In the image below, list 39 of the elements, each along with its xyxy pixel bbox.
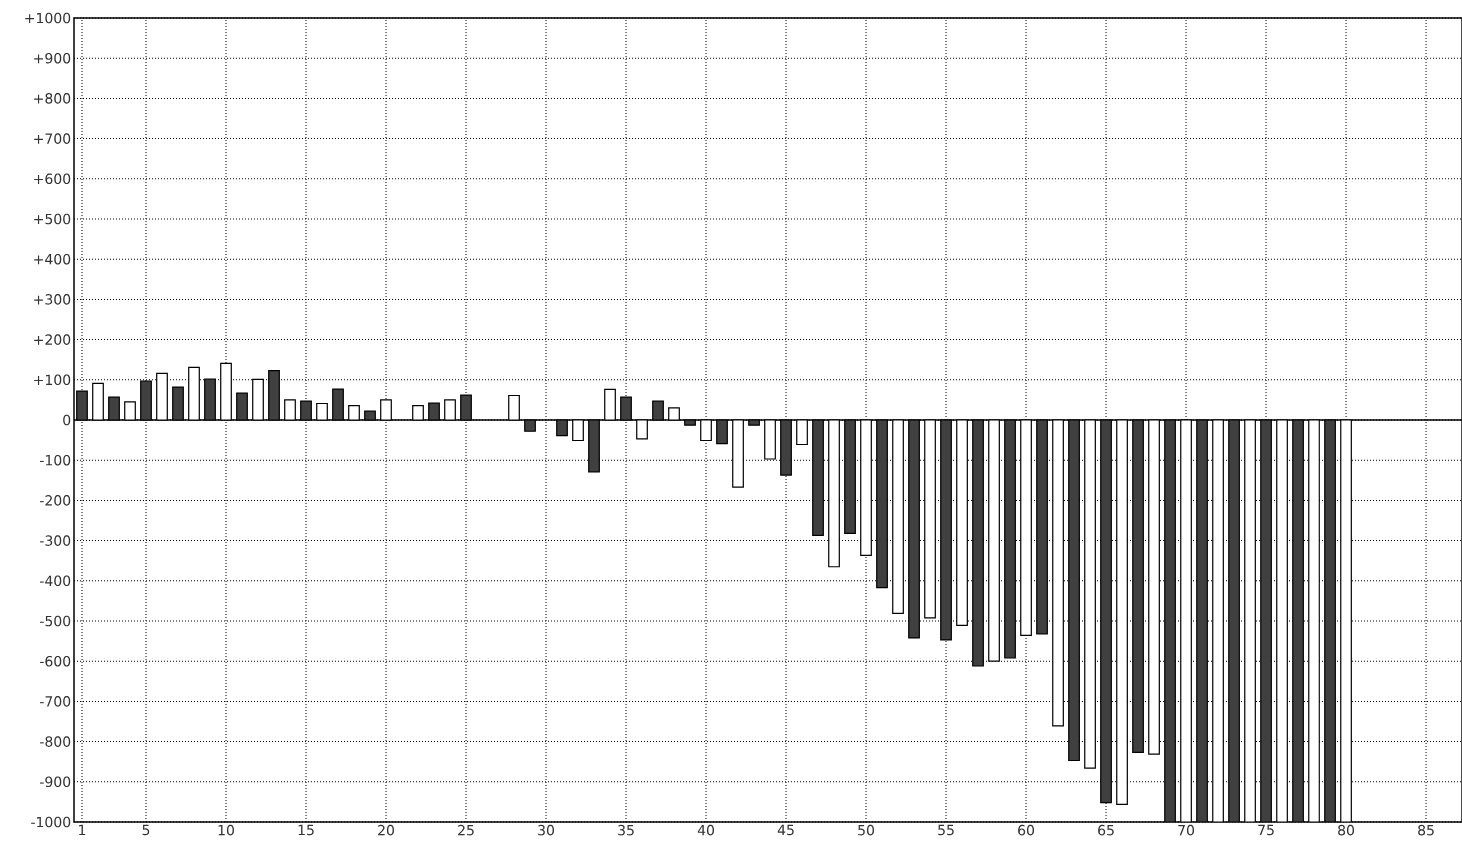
x-tick-label: 30 — [538, 824, 554, 836]
y-tick-label: -400 — [40, 575, 71, 587]
x-tick-label: 15 — [298, 824, 314, 836]
x-tick-label: 55 — [938, 824, 954, 836]
y-tick-label: +700 — [34, 133, 71, 144]
x-tick-label: 5 — [142, 824, 150, 836]
x-tick-label: 60 — [1018, 824, 1035, 836]
x-tick-label: 50 — [858, 824, 875, 836]
y-tick-label: -100 — [40, 454, 71, 466]
x-tick-label: 40 — [697, 824, 714, 836]
y-tick-label: +600 — [34, 173, 71, 185]
y-tick-label: +400 — [34, 253, 71, 265]
x-tick-label: 75 — [1258, 824, 1274, 836]
x-tick-label: 10 — [218, 824, 234, 836]
y-tick-label: -200 — [40, 495, 71, 506]
y-tick-label: -700 — [40, 696, 71, 707]
y-tick-label: +1000 — [25, 12, 71, 24]
x-tick-label: 20 — [378, 824, 394, 836]
y-tick-label: +100 — [34, 374, 71, 386]
x-tick-label: 45 — [777, 824, 794, 836]
x-tick-label: 85 — [1418, 824, 1434, 836]
x-tick-label: 65 — [1098, 824, 1114, 836]
y-tick-label: +900 — [34, 52, 71, 64]
y-tick-label: -800 — [40, 736, 71, 747]
y-tick-label: +300 — [34, 294, 71, 305]
y-tick-label: -600 — [40, 655, 71, 667]
x-tick-label: 35 — [618, 824, 634, 836]
y-tick-label: 0 — [63, 414, 71, 426]
y-tick-label: -300 — [40, 535, 71, 546]
y-tick-label: +800 — [34, 93, 71, 104]
x-tick-label: 70 — [1178, 824, 1195, 836]
y-tick-label: -1000 — [31, 816, 71, 828]
y-tick-label: +500 — [34, 213, 71, 225]
x-tick-label: 80 — [1338, 824, 1355, 836]
y-tick-label: -500 — [40, 615, 71, 627]
y-tick-label: -900 — [40, 776, 71, 788]
x-tick-label: 25 — [458, 824, 474, 836]
x-tick-label: 1 — [79, 824, 86, 836]
y-tick-label: +200 — [34, 334, 71, 345]
